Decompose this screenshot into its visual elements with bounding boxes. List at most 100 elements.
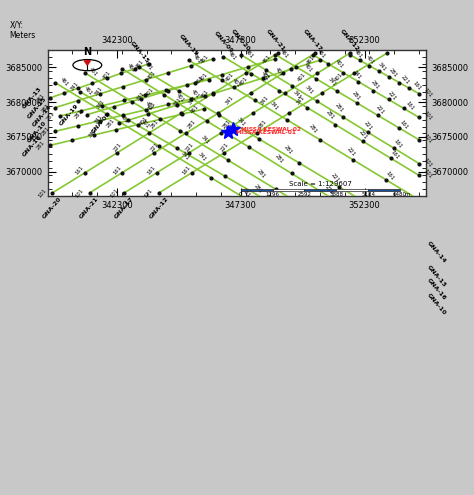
Point bbox=[366, 62, 374, 70]
Text: 221: 221 bbox=[184, 142, 194, 152]
Text: 461: 461 bbox=[200, 53, 210, 64]
Text: X/Y:
Meters: X/Y: Meters bbox=[9, 21, 36, 40]
Text: 461: 461 bbox=[89, 66, 99, 77]
Point bbox=[99, 101, 106, 109]
Bar bbox=[336, 189, 368, 191]
Point bbox=[200, 105, 207, 113]
Text: 461: 461 bbox=[316, 48, 327, 59]
Text: 341: 341 bbox=[259, 95, 270, 106]
Text: 461: 461 bbox=[135, 58, 146, 69]
Point bbox=[374, 111, 382, 119]
Text: MISSA KESWAL-02: MISSA KESWAL-02 bbox=[241, 127, 301, 132]
Text: 101: 101 bbox=[109, 188, 119, 199]
Point bbox=[185, 56, 192, 64]
Point bbox=[74, 84, 82, 92]
Text: 281: 281 bbox=[274, 154, 284, 165]
Point bbox=[51, 127, 59, 135]
Text: 341: 341 bbox=[292, 90, 302, 100]
Point bbox=[415, 171, 423, 179]
Text: GNA-17: GNA-17 bbox=[302, 28, 323, 52]
Text: GNA-19: GNA-19 bbox=[59, 103, 80, 127]
Text: 461: 461 bbox=[200, 88, 210, 99]
Point bbox=[285, 109, 293, 117]
Point bbox=[317, 136, 324, 144]
Point bbox=[395, 124, 402, 132]
Point bbox=[215, 109, 222, 117]
Text: 161: 161 bbox=[146, 165, 157, 176]
Text: 461: 461 bbox=[83, 85, 94, 96]
Text: 221: 221 bbox=[346, 147, 356, 158]
Point bbox=[350, 69, 358, 77]
Text: 341: 341 bbox=[180, 150, 190, 161]
Point bbox=[116, 119, 123, 127]
Point bbox=[303, 103, 311, 111]
Point bbox=[68, 136, 76, 144]
Text: 101: 101 bbox=[144, 188, 154, 199]
Point bbox=[385, 96, 392, 103]
Point bbox=[313, 98, 321, 105]
Point bbox=[224, 156, 232, 164]
Text: GNA-16: GNA-16 bbox=[21, 134, 43, 157]
Point bbox=[89, 79, 96, 87]
Point bbox=[385, 73, 393, 81]
Point bbox=[415, 113, 423, 121]
Point bbox=[156, 115, 164, 123]
Point bbox=[218, 76, 226, 84]
Text: 101: 101 bbox=[423, 111, 433, 122]
Text: 401: 401 bbox=[190, 89, 200, 99]
Text: GNA-15: GNA-15 bbox=[128, 41, 150, 64]
Text: 6480: 6480 bbox=[393, 192, 407, 197]
Text: 221: 221 bbox=[324, 185, 334, 196]
Text: 161: 161 bbox=[182, 165, 192, 176]
Point bbox=[118, 65, 126, 73]
Text: 461: 461 bbox=[279, 48, 290, 59]
Text: 281: 281 bbox=[351, 91, 361, 101]
Point bbox=[146, 129, 153, 137]
Text: 221: 221 bbox=[112, 142, 123, 152]
Text: 161: 161 bbox=[384, 170, 395, 181]
Point bbox=[155, 142, 163, 150]
Text: 221: 221 bbox=[149, 142, 160, 152]
Text: 281: 281 bbox=[41, 126, 51, 137]
Text: GNA-14: GNA-14 bbox=[427, 240, 447, 264]
Text: 281: 281 bbox=[283, 145, 293, 155]
Text: 461: 461 bbox=[306, 55, 316, 66]
Point bbox=[81, 169, 89, 177]
Point bbox=[313, 75, 320, 83]
Point bbox=[221, 172, 229, 180]
Point bbox=[395, 79, 403, 87]
Point bbox=[46, 94, 54, 102]
Text: 401: 401 bbox=[334, 58, 344, 69]
Point bbox=[137, 95, 145, 102]
Point bbox=[173, 144, 181, 152]
Text: 101: 101 bbox=[423, 87, 433, 98]
Point bbox=[56, 112, 64, 120]
Text: GNA-09: GNA-09 bbox=[213, 30, 234, 54]
Point bbox=[150, 149, 158, 157]
Point bbox=[219, 53, 227, 61]
Point bbox=[153, 169, 160, 177]
Text: 2592: 2592 bbox=[298, 192, 311, 197]
Point bbox=[400, 104, 408, 112]
Text: 161: 161 bbox=[112, 165, 122, 176]
Point bbox=[288, 82, 295, 90]
Point bbox=[182, 129, 190, 137]
Text: GNA-21: GNA-21 bbox=[79, 196, 100, 219]
Text: Scale = 1:129607: Scale = 1:129607 bbox=[289, 181, 352, 187]
Point bbox=[245, 63, 252, 71]
Point bbox=[249, 109, 257, 117]
Text: 401: 401 bbox=[145, 86, 155, 98]
Point bbox=[207, 174, 215, 182]
Point bbox=[246, 143, 253, 151]
Text: 461: 461 bbox=[59, 76, 69, 87]
Text: 221: 221 bbox=[387, 90, 398, 101]
Point bbox=[60, 89, 68, 97]
Text: 401: 401 bbox=[102, 70, 112, 81]
Point bbox=[415, 90, 423, 98]
Bar bbox=[368, 189, 400, 191]
Text: GNA-20: GNA-20 bbox=[230, 28, 251, 52]
Text: 281: 281 bbox=[253, 184, 264, 195]
Point bbox=[173, 101, 181, 109]
Point bbox=[218, 71, 226, 79]
Text: 161: 161 bbox=[399, 119, 409, 130]
